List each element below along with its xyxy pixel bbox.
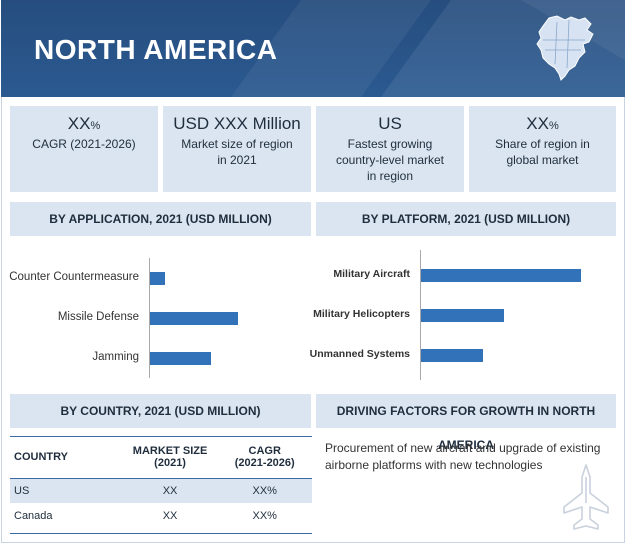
fighter-jet-icon — [563, 464, 609, 530]
kpi-market-size-label: Market size of region in 2021 — [181, 137, 293, 167]
bar-counter-countermeasure — [150, 272, 165, 285]
category-label: Unmanned Systems — [309, 348, 410, 360]
bar-unmanned-systems — [421, 349, 484, 362]
bar-jamming — [150, 352, 211, 365]
kpi-share-value: XX% — [526, 114, 559, 133]
kpi-market-size-value: USD XXX Million — [173, 114, 301, 133]
bar-military-helicopters — [421, 309, 505, 322]
kpi-cagr: XX% CAGR (2021-2026) — [10, 106, 158, 192]
category-label: Military Helicopters — [313, 308, 410, 320]
kpi-cagr-value: XX% — [67, 114, 101, 133]
section-country-title: BY COUNTRY, 2021 (USD MILLION) — [10, 394, 311, 428]
chart-axis-line — [149, 258, 150, 378]
section-application-title: BY APPLICATION, 2021 (USD MILLION) — [10, 202, 311, 236]
country-table: COUNTRY MARKET SIZE (2021) CAGR (2021-20… — [10, 436, 312, 528]
category-label: Missile Defense — [57, 311, 139, 323]
kpi-fastest-growing-label: Fastest growing country-level market in … — [335, 137, 445, 183]
col-market-size: MARKET SIZE (2021) — [132, 445, 208, 469]
category-label: Military Aircraft — [333, 268, 410, 280]
kpi-fastest-growing-value: US — [378, 114, 402, 133]
driver-text: Procurement of new aircraft and upgrade … — [325, 441, 601, 472]
category-label: Jamming — [92, 351, 139, 363]
kpi-share-label: Share of region in global market — [495, 137, 590, 167]
market-size-value: XX — [122, 478, 218, 503]
chart-axis-line — [420, 250, 421, 380]
bar-missile-defense — [150, 312, 239, 325]
category-label: Counter Countermeasure — [9, 271, 139, 283]
bar-military-aircraft — [421, 269, 581, 282]
table-top-rule — [10, 436, 312, 437]
section-platform-title: BY PLATFORM, 2021 (USD MILLION) — [316, 202, 616, 236]
table-row: Canada XX XX% — [10, 503, 312, 528]
country-name: US — [10, 478, 123, 503]
table-bottom-rule — [10, 533, 312, 534]
kpi-cagr-label: CAGR (2021-2026) — [32, 137, 136, 151]
kpi-fastest-growing: US Fastest growing country-level market … — [316, 106, 464, 192]
cagr-value: XX% — [252, 509, 277, 522]
country-table-header: COUNTRY MARKET SIZE (2021) CAGR (2021-20… — [10, 436, 312, 478]
platform-bar-chart: Military Aircraft Military Helicopters Unm… — [310, 250, 616, 380]
kpi-market-size: USD XXX Million Market size of region in… — [163, 106, 311, 192]
cagr-value: XX% — [217, 478, 312, 503]
col-country: COUNTRY — [14, 451, 68, 463]
header-banner: NORTH AMERICA — [1, 0, 625, 97]
table-header-rule — [10, 478, 312, 479]
page-title: NORTH AMERICA — [34, 34, 278, 65]
north-america-map-icon — [536, 15, 594, 81]
kpi-share: XX% Share of region in global market — [469, 106, 616, 192]
table-row: US XX XX% — [10, 478, 312, 503]
country-name: Canada — [14, 509, 53, 522]
col-cagr: CAGR (2021-2026) — [234, 445, 295, 469]
market-size-value: XX — [162, 509, 178, 522]
application-bar-chart: Counter Countermeasure Missile Defense Jam… — [9, 250, 311, 380]
section-drivers-title: DRIVING FACTORS FOR GROWTH IN NORTH AMER… — [316, 394, 616, 452]
